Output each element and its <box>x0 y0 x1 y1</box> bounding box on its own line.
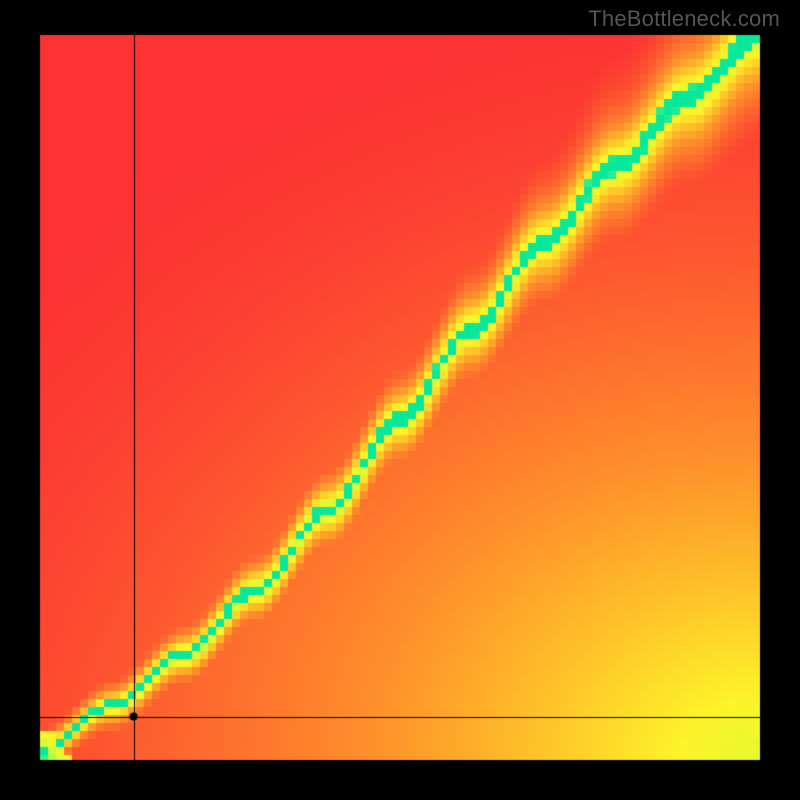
watermark-text: TheBottleneck.com <box>588 6 780 32</box>
chart-container: TheBottleneck.com <box>0 0 800 800</box>
heatmap-canvas <box>0 0 800 800</box>
